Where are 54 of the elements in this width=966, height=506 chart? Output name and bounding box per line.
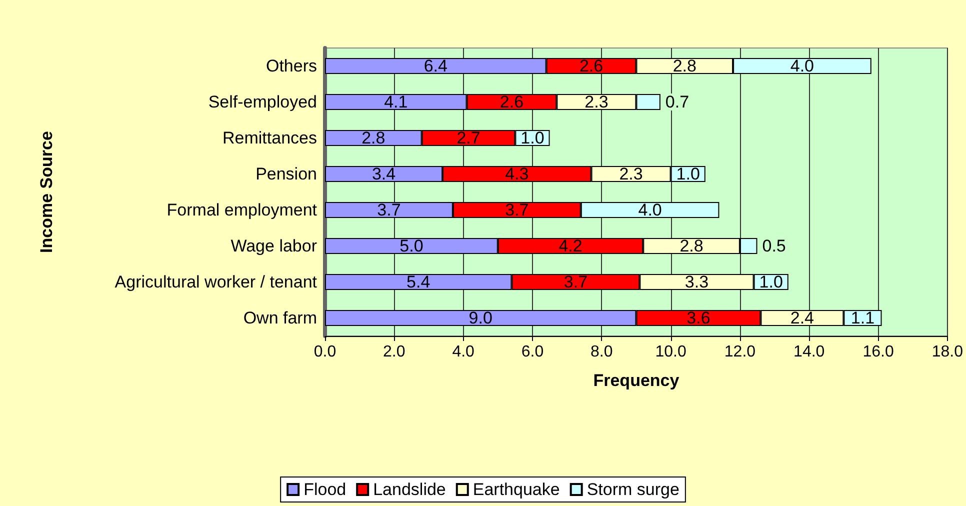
data-label: 2.6	[579, 56, 604, 76]
x-axis-title: Frequency	[593, 371, 680, 390]
x-tick-label: 2.0	[383, 344, 406, 360]
y-tick-label: Self-employed	[208, 92, 317, 112]
x-tick-label: 6.0	[521, 344, 544, 360]
x-tick-label: 12.0	[724, 344, 756, 360]
x-tick-label: 8.0	[590, 344, 613, 360]
data-label: 2.3	[619, 164, 643, 184]
data-label: 1.0	[759, 272, 783, 292]
legend-label: Earthquake	[472, 480, 560, 499]
data-label: 6.4	[424, 56, 448, 76]
data-label: 4.1	[384, 92, 408, 112]
data-label: 4.2	[558, 236, 582, 256]
data-label: 2.3	[584, 92, 608, 112]
data-label: 1.1	[850, 308, 875, 328]
x-tick-label: 16.0	[862, 344, 894, 360]
x-tick-label: 4.0	[452, 344, 475, 360]
y-tick-label: Own farm	[243, 308, 317, 328]
data-label: 5.0	[400, 236, 424, 256]
data-label: 3.7	[505, 200, 529, 220]
data-label: 3.6	[686, 308, 710, 328]
legend-label: Landslide	[373, 480, 446, 499]
data-label: 0.5	[762, 236, 786, 256]
data-label: 5.4	[406, 272, 430, 292]
data-label: 3.4	[372, 164, 396, 184]
data-label: 9.0	[468, 308, 492, 328]
data-label: 3.3	[684, 272, 709, 292]
y-tick-label: Agricultural worker / tenant	[114, 272, 318, 292]
data-label: 2.8	[672, 56, 696, 76]
legend-label: Storm surge	[586, 480, 680, 499]
data-label: 2.4	[790, 308, 814, 328]
data-label: 4.0	[790, 56, 814, 76]
data-label: 0.7	[665, 92, 690, 112]
data-label: 2.8	[362, 128, 386, 148]
y-tick-label: Others	[266, 56, 317, 76]
data-label: 4.3	[505, 164, 529, 184]
y-tick-label: Wage labor	[230, 236, 318, 256]
data-label: 1.0	[520, 128, 544, 148]
x-tick-label: 0.0	[314, 344, 336, 360]
data-label: 4.0	[638, 200, 662, 220]
data-label: 3.7	[377, 200, 401, 220]
x-tick-label: 14.0	[794, 344, 825, 360]
data-label: 2.8	[680, 236, 704, 256]
data-label: 2.7	[456, 128, 480, 148]
data-label: 1.0	[676, 164, 700, 184]
x-tick-label: 10.0	[655, 344, 686, 360]
y-tick-label: Remittances	[222, 128, 317, 148]
legend-label: Flood	[304, 480, 346, 499]
x-tick-label: 18.0	[932, 344, 964, 360]
y-axis-title: Income Source	[37, 131, 56, 253]
data-label: 3.7	[564, 272, 588, 292]
y-tick-label: Pension	[256, 164, 317, 184]
data-label: 2.6	[500, 92, 524, 112]
y-tick-label: Formal employment	[166, 200, 318, 220]
